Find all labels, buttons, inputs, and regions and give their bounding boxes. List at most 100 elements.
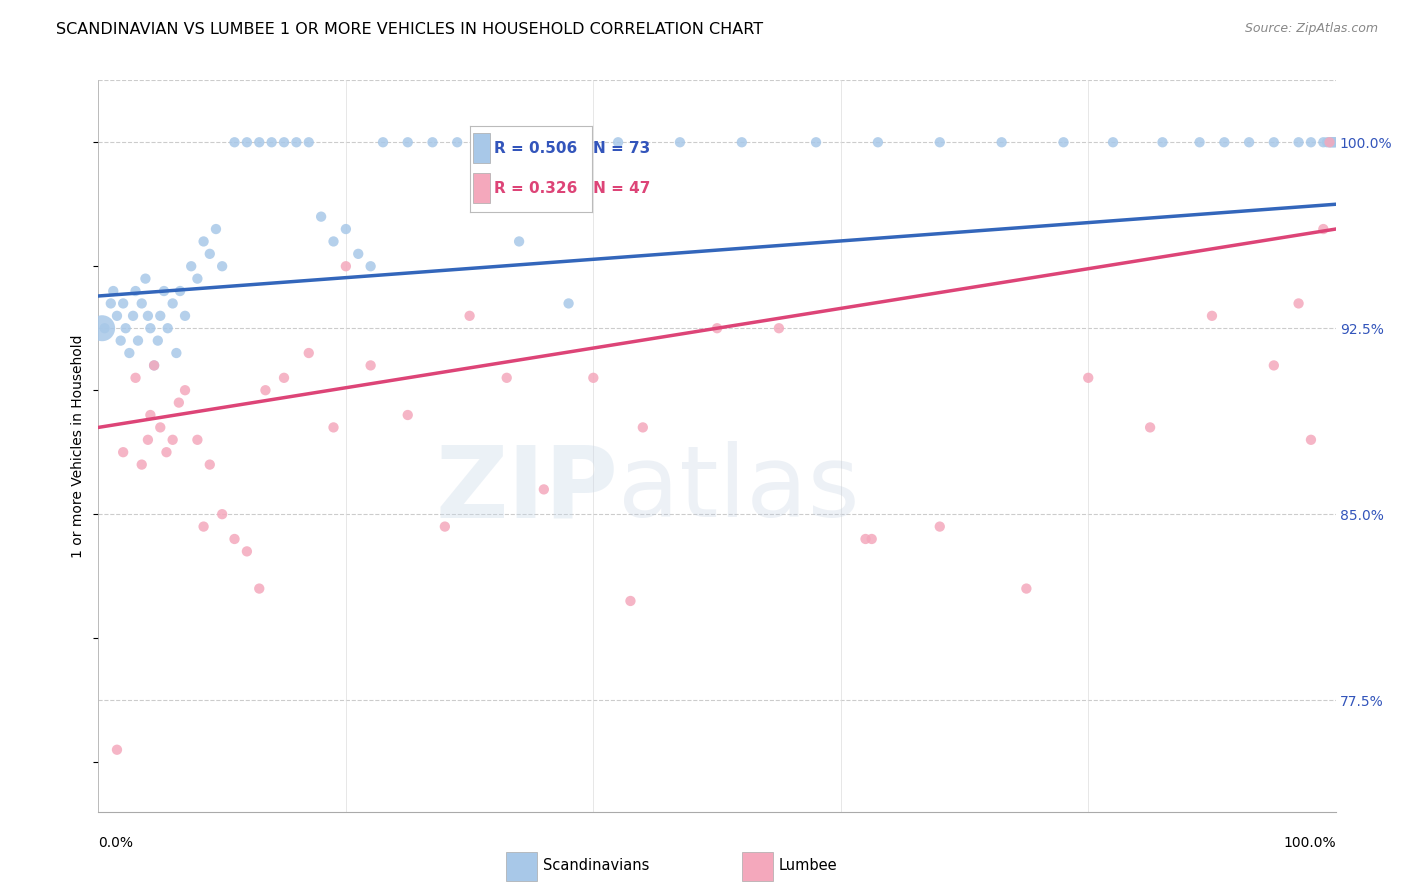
Point: [136, 433, 159, 447]
Point: [1312, 135, 1334, 149]
Point: [533, 483, 555, 497]
Point: [1152, 135, 1174, 149]
Point: [134, 271, 156, 285]
Point: [136, 309, 159, 323]
Point: [198, 458, 221, 472]
Point: [127, 334, 149, 348]
Point: [1323, 135, 1346, 149]
Point: [1263, 135, 1285, 149]
Point: [149, 309, 172, 323]
Point: [260, 135, 283, 149]
Text: 0.0%: 0.0%: [98, 836, 134, 850]
Point: [706, 321, 728, 335]
Point: [112, 296, 135, 310]
Point: [247, 582, 270, 596]
Point: [112, 445, 135, 459]
Point: [247, 135, 270, 149]
Point: [211, 507, 233, 521]
Text: Source: ZipAtlas.com: Source: ZipAtlas.com: [1244, 22, 1378, 36]
Point: [156, 321, 179, 335]
Point: [508, 235, 530, 249]
Point: [285, 135, 308, 149]
Point: [149, 420, 172, 434]
Point: [669, 135, 692, 149]
Bar: [474, 173, 491, 203]
Point: [396, 135, 419, 149]
Point: [607, 135, 630, 149]
Point: [446, 135, 468, 149]
Point: [928, 519, 950, 533]
Point: [124, 284, 146, 298]
Point: [731, 135, 754, 149]
Point: [335, 222, 357, 236]
Point: [495, 371, 517, 385]
Point: [557, 296, 579, 310]
Point: [631, 420, 654, 434]
Point: [105, 309, 128, 323]
Point: [1299, 433, 1322, 447]
Point: [236, 135, 259, 149]
Text: SCANDINAVIAN VS LUMBEE 1 OR MORE VEHICLES IN HOUSEHOLD CORRELATION CHART: SCANDINAVIAN VS LUMBEE 1 OR MORE VEHICLE…: [56, 22, 763, 37]
Point: [471, 135, 494, 149]
Point: [768, 321, 790, 335]
Text: ZIP: ZIP: [436, 442, 619, 539]
Point: [371, 135, 394, 149]
Point: [1139, 420, 1161, 434]
Point: [186, 271, 208, 285]
Point: [110, 334, 132, 348]
Point: [860, 532, 883, 546]
Point: [114, 321, 136, 335]
Point: [322, 235, 344, 249]
Bar: [474, 133, 491, 163]
Point: [1213, 135, 1236, 149]
Point: [804, 135, 827, 149]
Point: [582, 371, 605, 385]
Text: R = 0.326   N = 47: R = 0.326 N = 47: [494, 181, 651, 196]
Point: [165, 346, 187, 360]
Point: [309, 210, 332, 224]
Point: [1319, 135, 1341, 149]
Text: Scandinavians: Scandinavians: [543, 858, 650, 872]
Point: [174, 309, 197, 323]
Point: [155, 445, 177, 459]
Point: [224, 135, 246, 149]
Text: Lumbee: Lumbee: [779, 858, 838, 872]
Point: [1015, 582, 1038, 596]
Point: [131, 458, 153, 472]
Point: [1312, 222, 1334, 236]
Point: [1077, 371, 1099, 385]
Point: [180, 259, 202, 273]
Point: [322, 420, 344, 434]
Point: [1263, 359, 1285, 373]
Point: [298, 346, 321, 360]
Point: [1288, 296, 1310, 310]
Point: [162, 296, 184, 310]
Point: [100, 296, 122, 310]
Point: [1324, 135, 1347, 149]
Text: atlas: atlas: [619, 442, 859, 539]
Point: [1299, 135, 1322, 149]
Point: [347, 247, 370, 261]
Point: [143, 359, 166, 373]
Point: [1288, 135, 1310, 149]
Point: [1320, 135, 1343, 149]
Point: [298, 135, 321, 149]
Point: [928, 135, 950, 149]
Point: [169, 284, 191, 298]
Point: [118, 346, 141, 360]
Point: [396, 408, 419, 422]
Point: [146, 334, 169, 348]
Point: [103, 284, 125, 298]
Text: R = 0.506   N = 73: R = 0.506 N = 73: [494, 141, 651, 156]
Point: [866, 135, 889, 149]
Point: [1237, 135, 1260, 149]
Point: [186, 433, 208, 447]
Point: [422, 135, 444, 149]
Point: [458, 309, 481, 323]
Point: [105, 743, 128, 757]
Point: [162, 433, 184, 447]
Text: 100.0%: 100.0%: [1284, 836, 1336, 850]
Point: [335, 259, 357, 273]
Point: [93, 321, 115, 335]
Point: [360, 259, 382, 273]
